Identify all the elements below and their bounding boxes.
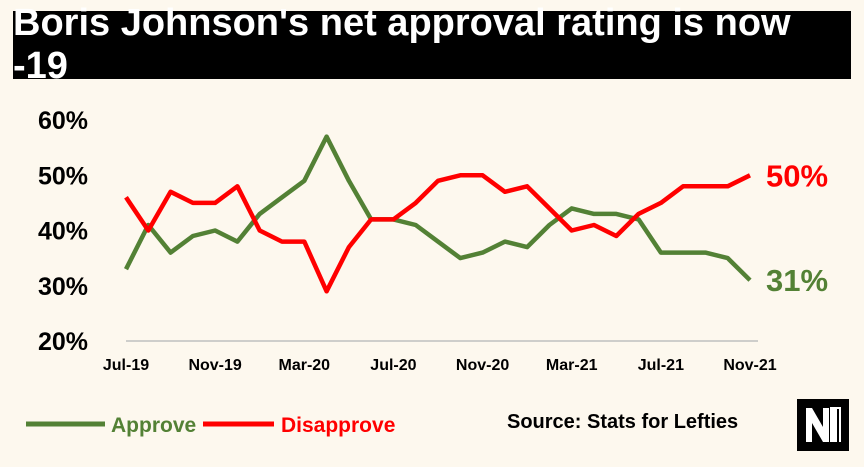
x-tick-label: Mar-20 (278, 357, 330, 374)
legend: Approve Disapprove (26, 414, 395, 437)
end-label-approve: 31% (766, 263, 828, 298)
y-tick-label: 60% (38, 107, 88, 135)
x-tick-label: Jul-20 (370, 357, 416, 374)
chart-lines (123, 134, 752, 294)
x-tick-label: Jul-19 (103, 357, 149, 374)
source-note: Source: Stats for Lefties (507, 411, 739, 433)
legend-label-disapprove: Disapprove (281, 414, 395, 437)
y-tick-label: 20% (38, 328, 88, 356)
y-tick-label: 50% (38, 162, 88, 190)
x-tick-label: Mar-21 (546, 357, 598, 374)
y-tick-label: 40% (38, 218, 88, 246)
nm-logo-icon (797, 399, 849, 451)
chart-axes: 20% 30% 40% 50% 60% Jul-19 Nov-19 Mar-20 Jul-20 N… (38, 107, 777, 374)
y-tick-label: 30% (38, 273, 88, 301)
chart-end-labels: 31% 50% (766, 158, 828, 298)
series-line-disapprove (124, 173, 751, 294)
x-tick-label: Nov-19 (188, 357, 241, 374)
x-tick-label: Nov-20 (456, 357, 509, 374)
legend-label-approve: Approve (111, 414, 196, 437)
x-tick-label: Nov-21 (723, 357, 776, 374)
series-line-approve (123, 134, 752, 282)
x-tick-label: Jul-21 (638, 357, 684, 374)
end-label-disapprove: 50% (766, 158, 828, 193)
